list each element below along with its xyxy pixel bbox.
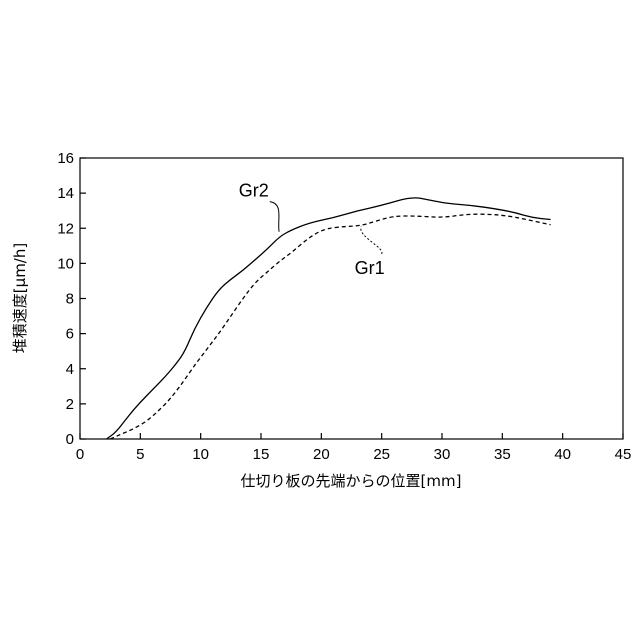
y-tick-label: 16 [57, 150, 74, 167]
x-tick-label: 0 [76, 446, 84, 463]
y-tick-label: 14 [57, 185, 74, 202]
y-axis-label: 堆積速度[μm/h] [11, 243, 29, 353]
x-tick-label: 5 [136, 446, 144, 463]
x-tick-label: 35 [494, 446, 511, 463]
x-tick-label: 30 [434, 446, 451, 463]
y-tick-label: 0 [66, 431, 74, 448]
x-tick-label: 15 [253, 446, 270, 463]
y-tick-label: 6 [66, 326, 74, 343]
series-labels: Gr2 Gr1 [239, 181, 385, 278]
series-label-gr1: Gr1 [355, 258, 385, 278]
x-tick-label: 25 [373, 446, 390, 463]
series-line-gr2 [107, 198, 551, 439]
x-tick-label: 20 [313, 446, 330, 463]
x-axis-label: 仕切り板の先端からの位置[mm] [241, 472, 462, 490]
plot-frame [80, 158, 623, 439]
x-tick-label: 40 [554, 446, 571, 463]
y-tick-label: 4 [66, 361, 74, 378]
y-tick-label: 10 [57, 255, 74, 272]
x-tick-label: 10 [192, 446, 209, 463]
series-line-gr1 [110, 214, 550, 439]
leader-line-gr1 [361, 226, 382, 253]
y-tick-label: 8 [66, 291, 74, 308]
ticks: 0 5 10 15 20 25 30 35 40 45 0 2 4 6 8 10 12 14 16 [57, 150, 631, 463]
x-tick-label: 45 [615, 446, 632, 463]
series-label-gr2: Gr2 [239, 181, 269, 201]
y-tick-label: 2 [66, 396, 74, 413]
leader-line-gr2 [270, 202, 279, 232]
series-lines [107, 198, 551, 439]
y-tick-label: 12 [57, 220, 74, 237]
